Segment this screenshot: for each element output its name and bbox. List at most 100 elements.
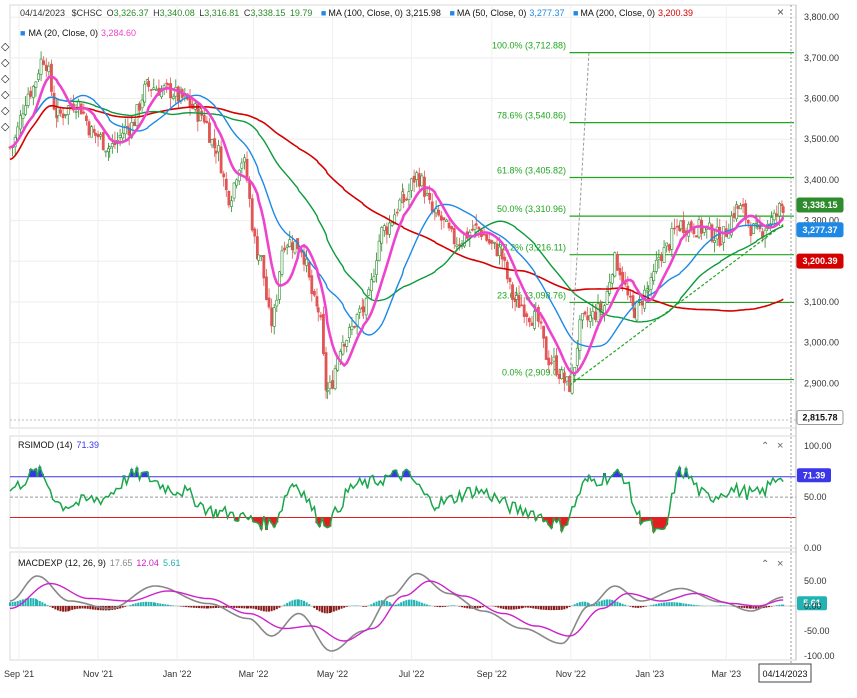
time-tick-label: May '22 (317, 669, 348, 679)
price-tick-label: 3,700.00 (804, 53, 839, 63)
fib-level-label: 100.0% (3,712.88) (492, 41, 566, 51)
time-tick-label: Nov '22 (556, 669, 586, 679)
candle-body (739, 205, 742, 210)
candle-body (547, 357, 551, 366)
candle-body (328, 381, 332, 390)
candle-body (746, 220, 750, 224)
candle-body (777, 203, 781, 217)
candle-body (632, 307, 636, 319)
candle-body (29, 90, 33, 97)
candle-body (719, 243, 723, 246)
candle-body (450, 226, 454, 230)
candle-body (649, 277, 653, 290)
candle-body (324, 352, 328, 391)
candle-body (34, 81, 38, 88)
price-tag (796, 410, 844, 426)
close-icon[interactable]: × (777, 5, 784, 19)
candle-body (322, 313, 325, 355)
candle-body (511, 284, 514, 300)
candle-body (503, 256, 507, 261)
legend-close: 3,338.15 (250, 8, 285, 18)
candle-body (557, 373, 561, 379)
candle-body (447, 222, 451, 229)
candle-body (525, 313, 529, 317)
candle-body (149, 89, 153, 91)
candle-body (596, 303, 600, 322)
candle-body (118, 134, 122, 138)
candle-body (578, 319, 582, 351)
macd-line (9, 572, 784, 652)
candle-body (425, 193, 429, 196)
time-tick-label: Sep '21 (4, 669, 34, 679)
candle-body (428, 192, 432, 201)
macd-value: 17.65 (110, 558, 133, 568)
close-icon[interactable]: × (777, 440, 783, 452)
candle-body (395, 211, 399, 214)
candle-body (245, 158, 249, 181)
candle-body (272, 307, 276, 327)
candle-body (316, 307, 320, 313)
candle-body (515, 295, 518, 300)
candle-body (575, 347, 579, 366)
candle-body (608, 281, 612, 294)
candle-body (385, 226, 389, 235)
macd-tick-label: 50.00 (804, 576, 827, 586)
macd-title: MACDEXP (12, 26, 9) (18, 558, 106, 568)
legend-ma50-value: 3,277.37 (529, 8, 564, 18)
candle-body (744, 203, 748, 220)
candle-body (355, 314, 359, 327)
legend-ma200-label: MA (200, Close, 0) (580, 8, 655, 18)
candle-body (85, 115, 88, 121)
candle-body (147, 80, 150, 87)
macd-tag (797, 596, 827, 611)
candle-body (430, 201, 434, 212)
candle-body (442, 217, 446, 221)
legend-symbol: $CHSC (72, 8, 103, 18)
candle-body (44, 64, 48, 71)
candle-body (697, 219, 701, 238)
candle-body (474, 223, 478, 226)
price-tick-label: 3,500.00 (804, 134, 839, 144)
legend-line-2: ■ MA (20, Close, 0) 3,284.60 (20, 28, 136, 38)
candle-body (217, 145, 220, 153)
candle-body (243, 157, 246, 163)
candle-body (283, 247, 286, 251)
candle-body (293, 241, 297, 254)
candle-body (417, 173, 421, 187)
candle-body (402, 193, 406, 203)
trendlines[interactable] (569, 52, 784, 386)
candle-body (210, 139, 214, 146)
candle-body (654, 259, 658, 272)
candle-body (259, 255, 263, 257)
candle-body (679, 220, 683, 229)
candle-body (325, 389, 329, 392)
candle-body (562, 372, 566, 384)
collapse-icon[interactable]: ⌃ (761, 559, 769, 570)
candle-body (369, 279, 373, 292)
candle-body (275, 299, 279, 307)
candle-body (772, 212, 776, 221)
price-tick-label: 3,300.00 (804, 216, 839, 226)
candle-body (166, 83, 170, 86)
rsi-panel[interactable] (9, 435, 797, 549)
time-tick-label: Mar '23 (711, 669, 741, 679)
rsi-series: 71.39 (9, 464, 831, 535)
candle-body (581, 313, 584, 321)
price-tag-label: 3,338.15 (802, 200, 837, 210)
candle-body (434, 208, 438, 214)
fibonacci-retracement[interactable]: 100.0% (3,712.88) 78.6% (3,540.86) 61.8% (… (492, 41, 794, 381)
candle-body (342, 343, 346, 347)
candle-body (382, 225, 386, 231)
legend-line-1: 04/14/2023 $CHSC O3,326.37 H3,340.08 L3,… (20, 8, 693, 18)
candle-body (37, 73, 40, 80)
collapse-icon[interactable]: ⌃ (761, 441, 769, 452)
close-icon[interactable]: × (777, 558, 783, 570)
candle-body (675, 225, 679, 228)
candle-body (673, 227, 676, 230)
candle-body (364, 297, 368, 316)
fib-level-label: 0.0% (2,909.05) (502, 368, 566, 378)
candle-body (482, 233, 486, 236)
legend-ma20-label: MA (20, Close, 0) (28, 28, 98, 38)
candle-body (618, 267, 622, 276)
price-tag-label: 3,277.37 (802, 225, 837, 235)
